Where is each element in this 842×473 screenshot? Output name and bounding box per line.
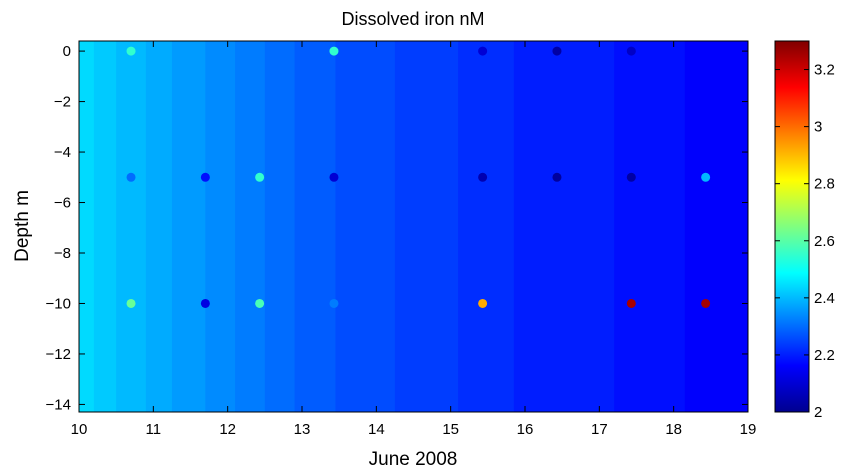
y-tick-label: −12 [46,346,71,363]
sample-point [255,172,265,182]
x-tick-label: 19 [740,421,757,438]
x-axis-label: June 2008 [369,449,458,470]
sample-point [626,172,636,182]
sample-point [329,46,339,56]
sample-point [478,298,488,308]
field-band [79,41,95,412]
x-tick-label: 17 [591,421,608,438]
x-axis-ticks: 10 11 12 13 14 15 16 17 18 19 [71,41,757,438]
field-band [513,41,615,412]
y-tick-label: 0 [63,43,71,60]
sample-point [478,46,488,56]
y-tick-label: −10 [46,295,71,312]
x-tick-label: 12 [219,421,236,438]
x-tick-label: 18 [665,421,682,438]
field-band [235,41,266,412]
sample-point [200,298,210,308]
y-tick-label: −6 [54,195,71,212]
colorbar [774,40,810,413]
colorbar-tick-label: 3 [814,119,822,136]
field-band [294,41,337,412]
sample-point [126,172,136,182]
sample-point [126,298,136,308]
field-band [116,41,147,412]
sample-point [329,172,339,182]
x-tick-label: 16 [517,421,534,438]
sample-point [478,172,488,182]
colorbar-tick-label: 2 [814,404,822,421]
chart-title: Dissolved iron nM [341,9,484,29]
x-tick-label: 13 [294,421,311,438]
sample-point [701,298,711,308]
sample-point [552,172,562,182]
sample-point [200,172,210,182]
plot-frame [78,40,749,413]
iron-field [79,41,748,412]
field-band [205,41,236,412]
x-tick-label: 15 [442,421,459,438]
y-axis-ticks: 0 −2 −4 −6 −8 −10 −12 −14 [46,43,748,413]
y-tick-label: −14 [46,396,71,413]
y-tick-label: −8 [54,245,71,262]
colorbar-tick-label: 2.4 [814,290,835,307]
colorbar-tick-label: 2.2 [814,347,835,364]
colorbar-ticks: 2 2.2 2.4 2.6 2.8 3 3.2 [775,62,835,421]
x-tick-label: 10 [71,421,88,438]
sample-point [552,46,562,56]
sample-point [329,298,339,308]
field-band [684,41,748,412]
sample-points [126,46,711,308]
y-axis-label: Depth m [12,190,33,262]
colorbar-tick-label: 2.6 [814,233,835,250]
field-band [614,41,686,412]
sample-point [255,298,265,308]
x-tick-label: 14 [368,421,385,438]
field-band [171,41,206,412]
field-band [145,41,173,412]
field-band [335,41,396,412]
field-band [93,41,117,412]
y-tick-label: −4 [54,144,71,161]
x-tick-label: 11 [146,421,162,438]
sample-point [126,46,136,56]
colorbar-tick-label: 2.8 [814,176,835,193]
sample-point [626,46,636,56]
field-band [458,41,515,412]
colorbar-tick-label: 3.2 [814,62,835,79]
sample-point [701,172,711,182]
y-tick-label: −2 [54,94,71,111]
field-band [264,41,296,412]
sample-point [626,298,636,308]
field-band [394,41,459,412]
